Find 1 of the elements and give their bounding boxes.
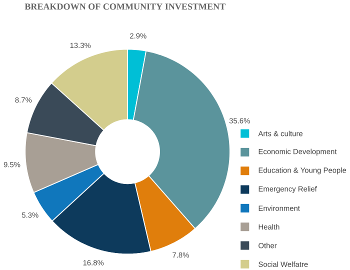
chart-title: BREAKDOWN OF COMMUNITY INVESTMENT xyxy=(24,3,226,10)
